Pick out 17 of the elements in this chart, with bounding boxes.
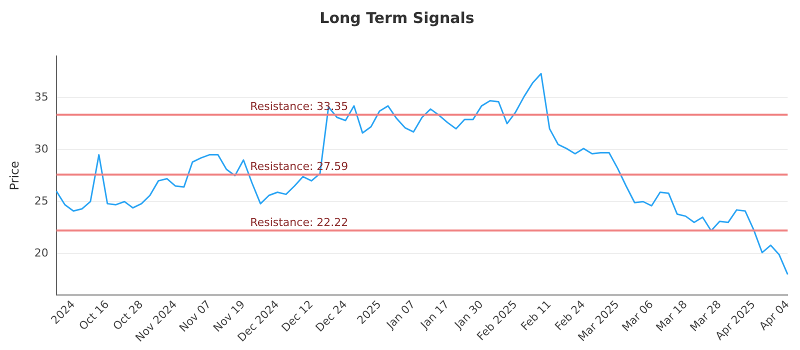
ref-line-label: Resistance: 22.22 <box>250 216 348 229</box>
x-tick-label: Dec 12 <box>279 298 316 334</box>
x-tick-label: Oct 16 <box>76 298 112 333</box>
x-tick-label: Mar 06 <box>620 298 656 334</box>
y-tick-label: 20 <box>34 246 48 260</box>
chart-title: Long Term Signals <box>320 8 474 27</box>
x-tick-label: Apr 04 <box>756 298 792 333</box>
x-tick-label: Jan 17 <box>417 298 452 332</box>
x-tick-label: Mar 18 <box>654 298 690 334</box>
y-tick-label: 25 <box>34 194 48 208</box>
x-tick-label: Feb 11 <box>518 298 554 334</box>
x-tick-label: Jan 07 <box>383 298 418 332</box>
y-tick-label: 30 <box>34 142 48 156</box>
ref-line-label: Resistance: 33.35 <box>250 100 348 114</box>
x-tick-label: Dec 24 <box>313 298 350 334</box>
y-axis-title: Price <box>7 160 22 190</box>
y-tick-label: 35 <box>34 90 48 104</box>
